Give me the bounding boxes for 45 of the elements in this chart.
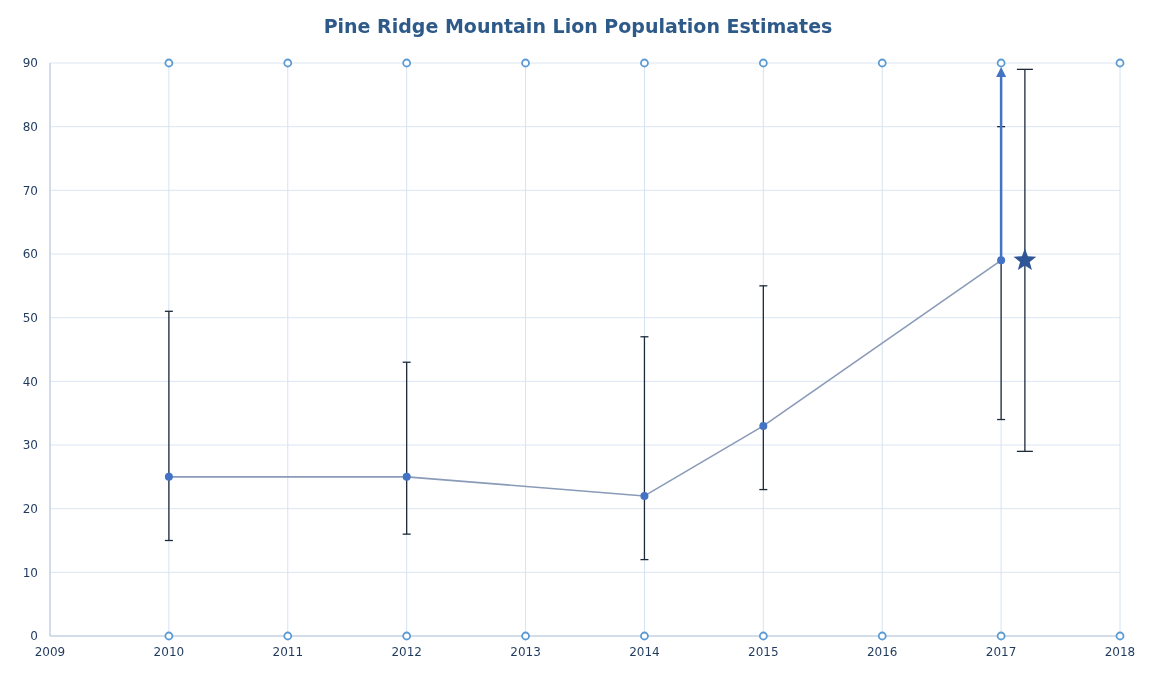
- point: [996, 631, 1006, 641]
- y-tick-label: 60: [22, 247, 38, 262]
- point: [1115, 631, 1125, 641]
- point: [402, 58, 412, 68]
- x-tick-label: 2017: [985, 645, 1017, 659]
- x-tick-label: 2015: [748, 645, 779, 659]
- y-tick-label: 80: [22, 119, 38, 134]
- x-tick-label: 2018: [1104, 645, 1136, 659]
- point: [283, 58, 293, 68]
- point: [402, 472, 411, 481]
- chart-title: Pine Ridge Mountain Lion Population Estimates: [323, 15, 833, 37]
- point: [164, 631, 174, 641]
- x-tick-label: 2010: [153, 645, 185, 659]
- x-tick-label: 2016: [866, 645, 898, 659]
- point: [521, 631, 530, 641]
- point: [1115, 58, 1125, 68]
- point: [1013, 248, 1037, 271]
- y-tick-label: 20: [22, 501, 38, 516]
- y-tick-label: 90: [22, 56, 38, 71]
- y-tick-label: 40: [22, 374, 38, 389]
- point: [164, 58, 174, 68]
- x-tick-label: 2013: [510, 645, 541, 659]
- point: [640, 58, 649, 68]
- y-tick-label: 30: [22, 438, 38, 453]
- y-tick-label: 10: [22, 565, 38, 580]
- x-tick-label: 2014: [629, 645, 660, 659]
- point: [997, 256, 1006, 265]
- point: [877, 631, 887, 641]
- point: [640, 491, 649, 500]
- point: [877, 58, 887, 68]
- point: [996, 58, 1006, 68]
- point: [402, 631, 412, 641]
- x-tick-label: 2011: [272, 645, 304, 659]
- y-tick-label: 70: [22, 183, 38, 198]
- x-tick-label: 2009: [34, 645, 66, 659]
- point: [164, 472, 173, 481]
- point: [759, 421, 768, 430]
- y-tick-label: 50: [22, 310, 38, 325]
- point: [758, 58, 768, 68]
- point: [640, 631, 649, 641]
- point: [758, 631, 768, 641]
- point: [521, 58, 530, 68]
- y-tick-label: 0: [30, 629, 38, 644]
- x-tick-label: 2012: [391, 645, 422, 659]
- point: [283, 631, 293, 641]
